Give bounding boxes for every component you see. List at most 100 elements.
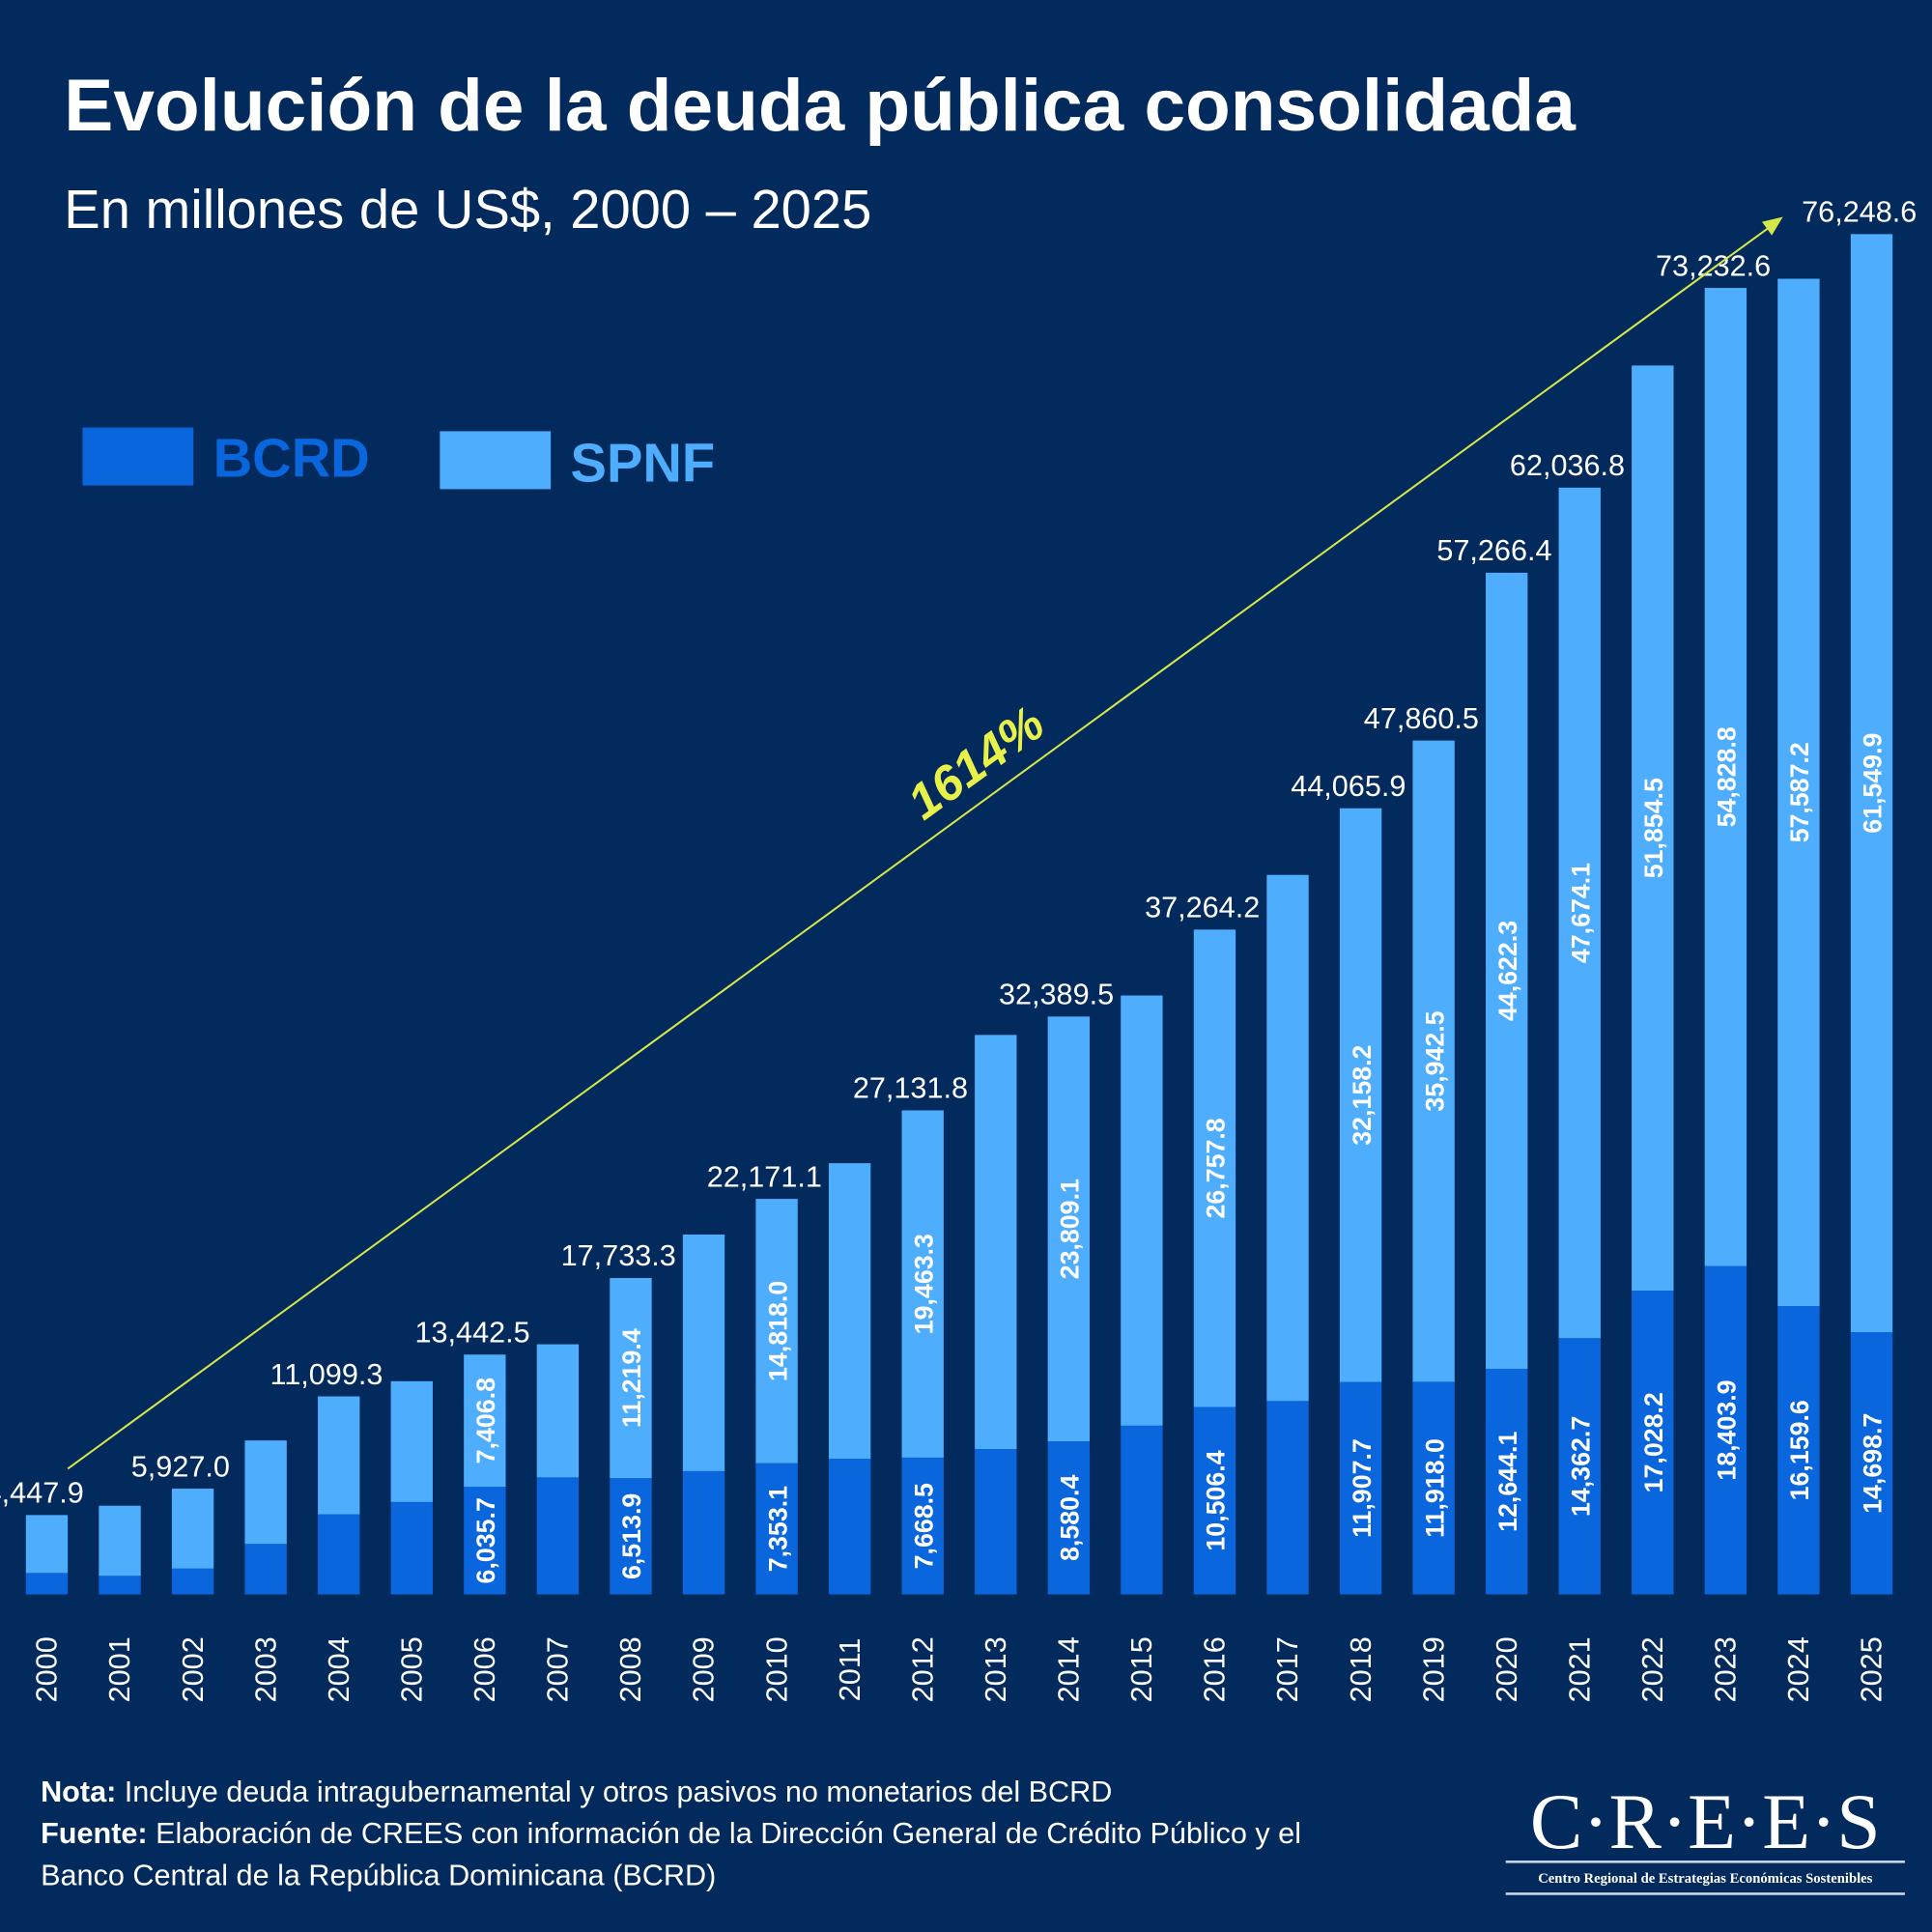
x-tick-label: 2002	[177, 1636, 210, 1702]
data-label-bcrd: 14,362.7	[1566, 1416, 1595, 1517]
data-label-spnf: 35,942.5	[1420, 1010, 1449, 1111]
legend: BCRD SPNF	[82, 427, 716, 494]
x-tick-label: 2011	[834, 1637, 867, 1701]
data-label-bcrd: 11,907.7	[1348, 1438, 1377, 1538]
legend-label-spnf: SPNF	[571, 433, 716, 494]
data-label-total: 76,248.6	[1802, 196, 1917, 229]
x-tick-label: 2019	[1417, 1636, 1450, 1702]
data-label-bcrd: 11,918.0	[1420, 1438, 1449, 1538]
bar-bcrd	[536, 1477, 580, 1595]
data-label-bcrd: 14,698.7	[1859, 1413, 1888, 1514]
x-tick-label: 2000	[31, 1636, 64, 1702]
bar-bcrd	[1412, 1381, 1455, 1595]
x-tick-label: 2005	[395, 1636, 428, 1702]
bar-spnf	[1486, 572, 1528, 1369]
data-label-total: 47,860.5	[1364, 702, 1479, 735]
footer-note: Nota: Incluye deuda intragubernamental y…	[41, 1776, 1112, 1808]
bar-bcrd	[755, 1463, 798, 1595]
arrow-line	[67, 224, 1773, 1470]
legend-label-bcrd: BCRD	[213, 428, 370, 489]
data-label-total: 5,927.0	[131, 1450, 230, 1483]
data-label-total: 4,447.9	[0, 1477, 84, 1510]
bar-bcrd	[1632, 1291, 1674, 1595]
data-label-bcrd: 10,506.4	[1202, 1450, 1231, 1550]
data-label-total: 13,442.5	[415, 1316, 530, 1349]
data-label-spnf: 32,158.2	[1348, 1045, 1377, 1146]
data-label-bcrd: 16,159.6	[1785, 1400, 1814, 1500]
bar-spnf	[25, 1515, 69, 1574]
bar-spnf	[1850, 234, 1893, 1333]
x-tick-label: 2017	[1271, 1636, 1304, 1702]
data-label-spnf: 44,622.3	[1493, 921, 1522, 1021]
bar-spnf	[1777, 278, 1820, 1307]
source-text: Elaboración de CREES con información de …	[148, 1817, 1301, 1850]
bar-bcrd	[828, 1459, 871, 1595]
x-tick-label: 2007	[542, 1636, 575, 1702]
bars: 2000 4,447.9 2001 2002 5,927.0 2003 2004 11,099…	[0, 196, 1917, 1703]
data-label-bcrd: 7,668.5	[909, 1483, 938, 1569]
data-label-bcrd: 6,035.7	[471, 1497, 500, 1583]
bar-bcrd	[1777, 1306, 1820, 1595]
data-label-total: 37,264.2	[1145, 892, 1260, 924]
data-label-bcrd: 6,513.9	[617, 1493, 646, 1579]
bar-spnf	[171, 1489, 214, 1569]
bar-spnf	[1412, 740, 1455, 1382]
x-tick-label: 2015	[1125, 1636, 1158, 1702]
bar-bcrd	[901, 1457, 944, 1595]
data-label-bcrd: 18,403.9	[1713, 1379, 1742, 1480]
bar-spnf	[828, 1163, 871, 1460]
x-tick-label: 2006	[469, 1636, 501, 1702]
data-label-spnf: 51,854.5	[1639, 778, 1668, 878]
bar-bcrd	[682, 1470, 725, 1595]
bar-spnf	[901, 1110, 944, 1458]
data-label-bcrd: 7,353.1	[763, 1486, 792, 1572]
data-label-total: 11,099.3	[270, 1358, 384, 1391]
data-label-total: 62,036.8	[1510, 449, 1625, 482]
bar-bcrd	[1121, 1425, 1163, 1595]
bar-spnf	[1121, 995, 1163, 1426]
x-tick-label: 2004	[323, 1636, 355, 1702]
bar-spnf	[610, 1278, 652, 1479]
bar-spnf	[1339, 808, 1382, 1382]
data-label-bcrd: 8,580.4	[1056, 1475, 1085, 1561]
data-label-spnf: 47,674.1	[1566, 863, 1595, 963]
data-label-total: 27,131.8	[853, 1072, 968, 1105]
data-label-bcrd: 17,028.2	[1639, 1392, 1668, 1492]
bar-bcrd	[390, 1501, 433, 1595]
x-tick-label: 2001	[103, 1636, 136, 1702]
data-label-spnf: 7,406.8	[471, 1378, 500, 1463]
data-label-spnf: 19,463.3	[909, 1234, 938, 1334]
bar-spnf	[1266, 874, 1309, 1402]
bar-bcrd	[610, 1478, 652, 1595]
bar-bcrd	[1558, 1338, 1601, 1595]
data-label-spnf: 23,809.1	[1056, 1179, 1085, 1279]
chart-title: Evolución de la deuda pública consolidad…	[64, 65, 1577, 147]
bar-bcrd	[244, 1544, 287, 1595]
data-label-spnf: 57,587.2	[1785, 742, 1814, 842]
source-text-2: Banco Central de la República Dominicana…	[41, 1860, 716, 1892]
bar-spnf	[318, 1396, 360, 1515]
bar-spnf	[755, 1199, 798, 1463]
bar-spnf	[975, 1035, 1017, 1449]
x-tick-label: 2014	[1053, 1636, 1086, 1702]
footer: Nota: Incluye deuda intragubernamental y…	[41, 1776, 1301, 1892]
x-tick-label: 2021	[1563, 1636, 1596, 1702]
data-label-bcrd: 12,644.1	[1493, 1432, 1522, 1532]
bar-bcrd	[1266, 1401, 1309, 1595]
bar-bcrd	[99, 1576, 141, 1595]
bar-bcrd	[1339, 1381, 1382, 1595]
bar-spnf	[536, 1344, 580, 1478]
bar-bcrd	[464, 1487, 506, 1595]
bar-bcrd	[1486, 1368, 1528, 1595]
data-label-total: 32,389.5	[999, 979, 1114, 1011]
bar-bcrd	[318, 1514, 360, 1595]
data-label-spnf: 26,757.8	[1202, 1118, 1231, 1218]
bar-spnf	[390, 1380, 433, 1502]
bar-bcrd	[975, 1448, 1017, 1595]
data-label-total: 22,171.1	[707, 1160, 822, 1193]
logo-tagline: Centro Regional de Estrategias Económica…	[1538, 1871, 1872, 1887]
bar-spnf	[1632, 365, 1674, 1292]
x-tick-label: 2010	[760, 1636, 793, 1702]
